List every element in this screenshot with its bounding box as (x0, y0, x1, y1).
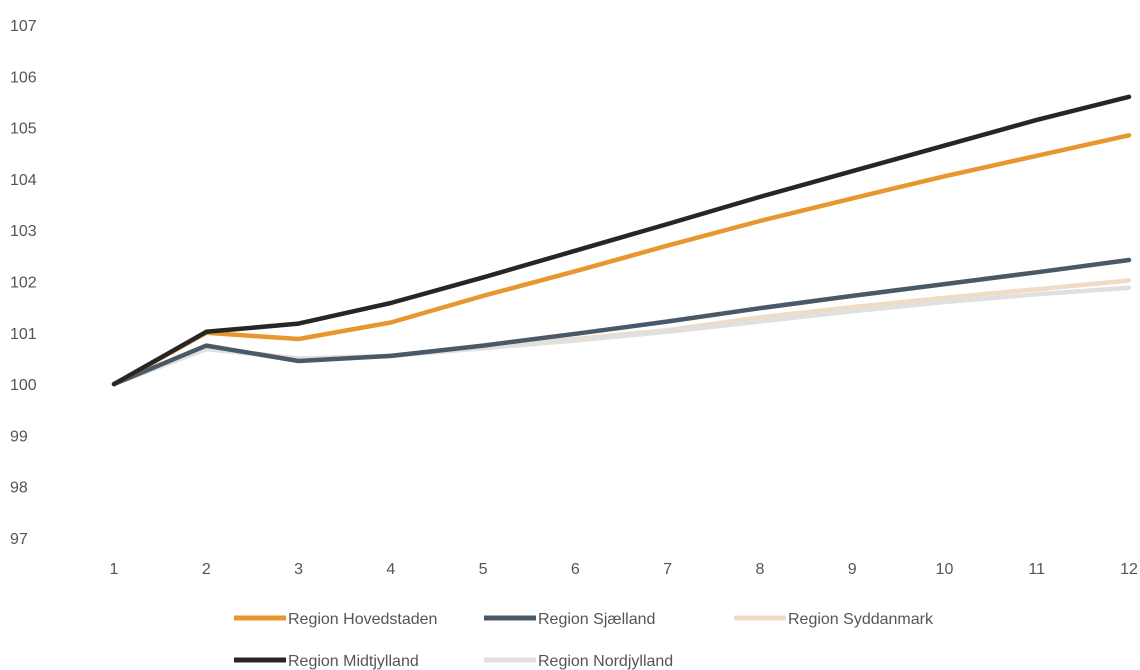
y-tick-label: 99 (10, 428, 28, 445)
series-line-region-midtjylland (111, 94, 1132, 387)
x-tick-label: 10 (936, 561, 954, 578)
legend-label: Region Midtjylland (288, 653, 419, 670)
y-tick-label: 104 (10, 172, 37, 189)
x-tick-label: 4 (386, 561, 395, 578)
y-tick-label: 100 (10, 377, 37, 394)
x-tick-label: 3 (294, 561, 303, 578)
series-line-region-sj-lland (111, 257, 1132, 387)
x-axis-ticks: 1 2 3 4 5 6 7 8 9 10 11 12 (110, 561, 1138, 578)
y-tick-label: 106 (10, 69, 37, 86)
y-tick-label: 101 (10, 326, 37, 343)
x-tick-label: 5 (479, 561, 488, 578)
legend-label: Region Nordjylland (538, 653, 673, 670)
y-tick-label: 98 (10, 480, 28, 497)
y-tick-label: 105 (10, 121, 37, 138)
y-tick-label: 97 (10, 531, 28, 548)
y-axis-ticks: 97 98 99 100 101 102 103 104 105 106 107 (10, 18, 37, 548)
x-tick-label: 9 (848, 561, 857, 578)
y-tick-label: 103 (10, 223, 37, 240)
y-tick-label: 107 (10, 18, 37, 35)
legend-label: Region Syddanmark (788, 611, 934, 628)
y-tick-label: 102 (10, 275, 37, 292)
x-tick-label: 7 (663, 561, 672, 578)
legend: Region Hovedstaden Region Sjælland Region … (234, 611, 934, 670)
legend-label: Region Sjælland (538, 611, 655, 628)
x-tick-label: 2 (202, 561, 211, 578)
series-lines (111, 94, 1132, 387)
x-tick-label: 11 (1028, 561, 1045, 578)
legend-label: Region Hovedstaden (288, 611, 437, 628)
x-tick-label: 8 (755, 561, 764, 578)
series-line-region-syddanmark (111, 278, 1132, 387)
series-line-region-hovedstaden (111, 133, 1132, 387)
x-tick-label: 1 (110, 561, 119, 578)
x-tick-label: 12 (1120, 561, 1138, 578)
x-tick-label: 6 (571, 561, 580, 578)
